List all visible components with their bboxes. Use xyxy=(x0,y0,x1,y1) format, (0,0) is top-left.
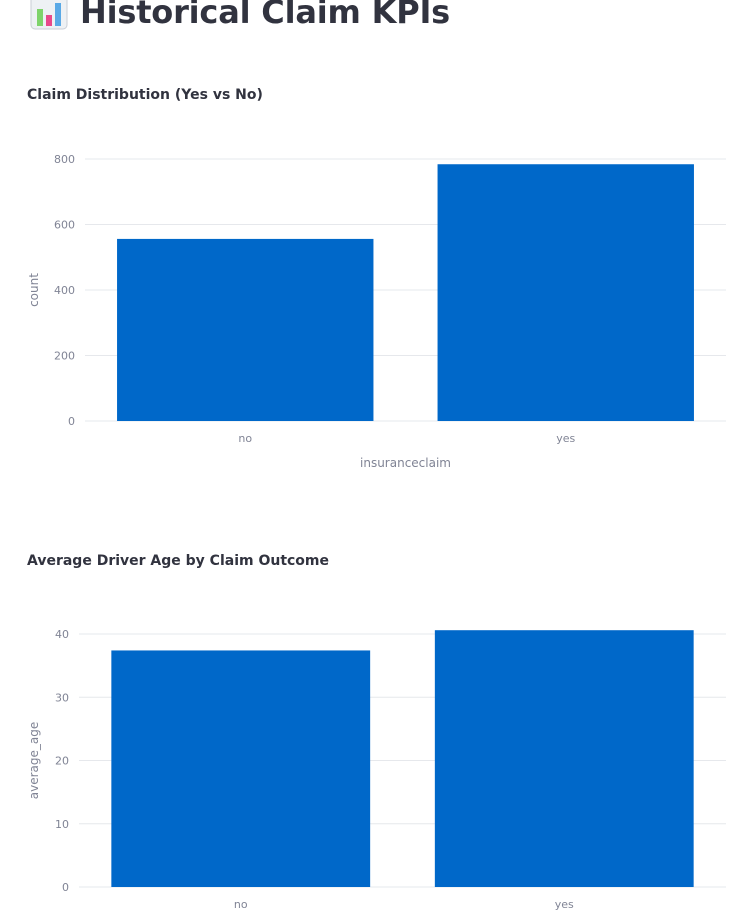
age-y-axis-title: average_age xyxy=(27,722,41,799)
claims-x-tick-label: yes xyxy=(556,432,575,445)
age-x-tick-label: yes xyxy=(555,898,574,911)
page-title: Historical Claim KPIs xyxy=(80,0,451,31)
claims-x-axis-title: insuranceclaim xyxy=(360,456,451,470)
claims-bar-yes xyxy=(437,164,694,422)
claims-y-tick-label: 200 xyxy=(54,350,75,363)
claims-y-axis-title: count xyxy=(27,273,41,307)
claims-y-tick-label: 400 xyxy=(54,284,75,297)
bar-chart-emoji-icon xyxy=(30,0,68,31)
claims-bar-no xyxy=(117,238,374,421)
page-header: Historical Claim KPIs xyxy=(30,0,450,40)
claims-y-tick-label: 600 xyxy=(54,219,75,232)
claims-y-tick-label: 800 xyxy=(54,153,75,166)
age-y-tick-label: 10 xyxy=(55,818,69,831)
claims-y-tick-label: 0 xyxy=(68,415,75,428)
claims-x-tick-label: no xyxy=(238,432,252,445)
claim-distribution-chart: 0 200 400 600 800 no yes count insuranceclaim xyxy=(27,153,726,470)
driver-age-chart: 0 10 20 30 40 no yes average_age xyxy=(27,628,726,911)
age-bar-yes xyxy=(434,630,694,887)
age-x-tick-label: no xyxy=(234,898,248,911)
age-bar-no xyxy=(111,650,371,887)
age-y-tick-label: 0 xyxy=(62,881,69,894)
claim-distribution-chart-title: Claim Distribution (Yes vs No) xyxy=(27,87,263,103)
age-y-tick-label: 20 xyxy=(55,755,69,768)
age-y-tick-label: 40 xyxy=(55,628,69,641)
driver-age-chart-title: Average Driver Age by Claim Outcome xyxy=(27,553,330,569)
age-y-tick-label: 30 xyxy=(55,691,69,704)
